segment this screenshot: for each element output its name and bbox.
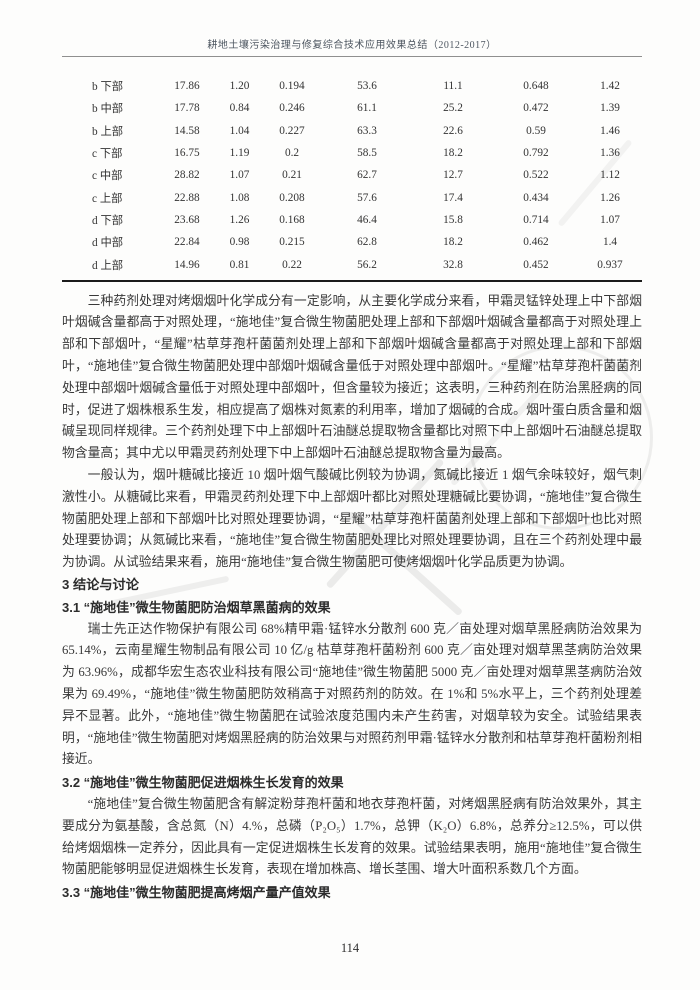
table-cell: 0.452 xyxy=(523,258,549,271)
table-cell: 0.215 xyxy=(279,236,305,249)
table-cell: 0.81 xyxy=(229,258,250,271)
table-cell: 0.84 xyxy=(229,102,250,115)
body-text: 三种药剂处理对烤烟烟叶化学成分有一定影响，从主要化学成分来看，甲霜灵锰锌处理上中… xyxy=(62,291,642,904)
table-cell: 1.07 xyxy=(600,213,620,226)
table-cell: 22.88 xyxy=(174,191,200,204)
table-cell: 0.98 xyxy=(229,236,250,249)
table-cell: 14.96 xyxy=(174,258,200,271)
table-cell: 28.82 xyxy=(174,169,200,182)
table-cell: 1.39 xyxy=(600,102,620,115)
table-cell: 1.19 xyxy=(229,147,250,160)
table-row: b 上部 14.58 1.04 0.227 63.3 22.6 0.59 1.46 xyxy=(62,120,642,142)
table-cell: 0.522 xyxy=(523,169,549,182)
table-cell: 1.04 xyxy=(229,124,250,137)
table-cell: 61.1 xyxy=(357,102,377,115)
table-cell: 1.20 xyxy=(229,80,250,93)
data-table: b 下部 17.86 1.20 0.194 53.6 11.1 0.648 1.42 b 中部 1… xyxy=(62,75,642,282)
table-cell: 62.8 xyxy=(357,236,377,249)
table-cell-label: d 中部 xyxy=(92,237,124,250)
table-row: b 中部 17.78 0.84 0.246 61.1 25.2 0.472 1.39 xyxy=(62,97,642,119)
table-cell: 58.5 xyxy=(357,147,377,160)
table-cell: 0.227 xyxy=(279,124,305,137)
table-cell: 0.792 xyxy=(523,147,549,160)
table-cell: 12.7 xyxy=(443,169,463,182)
table-cell: 17.86 xyxy=(174,80,200,93)
table-cell-label: c 中部 xyxy=(92,170,123,183)
table-cell: 22.84 xyxy=(174,236,200,249)
table-cell: 1.12 xyxy=(600,169,620,182)
table-cell: 57.6 xyxy=(357,191,377,204)
table-cell: 0.648 xyxy=(523,80,549,93)
table-cell: 56.2 xyxy=(357,258,377,271)
table-cell: 16.75 xyxy=(174,147,200,160)
table-cell: 0.434 xyxy=(523,191,549,204)
table-body: b 下部 17.86 1.20 0.194 53.6 11.1 0.648 1.42 b 中部 1… xyxy=(62,75,642,276)
table-cell: 62.7 xyxy=(357,169,377,182)
table-cell: 1.08 xyxy=(229,191,250,204)
table-cell: 0.2 xyxy=(284,147,300,160)
table-cell: 0.59 xyxy=(526,124,546,137)
table-cell: 15.8 xyxy=(443,213,463,226)
table-cell: 0.21 xyxy=(282,169,302,182)
table-cell: 0.937 xyxy=(597,258,623,271)
table-cell: 63.3 xyxy=(357,124,377,137)
section-heading: 3 结论与讨论 xyxy=(62,577,139,593)
table-cell: 25.2 xyxy=(443,102,463,115)
table-cell: 0.246 xyxy=(279,102,305,115)
paragraph: 瑞士先正达作物保护有限公司 68%精甲霜·锰锌水分散剂 600 克／亩处理对烟草… xyxy=(62,621,642,767)
table-row: d 中部 22.84 0.98 0.215 62.8 18.2 0.462 1.4 xyxy=(62,231,642,253)
table-row: b 下部 17.86 1.20 0.194 53.6 11.1 0.648 1.42 xyxy=(62,75,642,97)
table-cell: 22.6 xyxy=(443,124,463,137)
table-cell: 0.194 xyxy=(279,80,305,93)
table-cell: 1.4 xyxy=(602,236,618,249)
table-cell: 53.6 xyxy=(357,80,377,93)
sub-heading-3-2: 3.2 “施地佳”微生物菌肥促进烟株生长发育的效果 xyxy=(62,775,344,791)
table-cell: 0.472 xyxy=(523,102,549,115)
table-cell: 14.58 xyxy=(174,124,200,137)
table-cell: 18.2 xyxy=(443,147,463,160)
table-row: c 下部 16.75 1.19 0.2 58.5 18.2 0.792 1.36 xyxy=(62,142,642,164)
table-cell: 46.4 xyxy=(357,213,377,226)
table-cell: 17.78 xyxy=(174,102,200,115)
table-cell: 11.1 xyxy=(443,80,463,93)
table-cell-label: d 下部 xyxy=(92,214,124,227)
paragraph: 一般认为，烟叶糖碱比接近 10 烟叶烟气酸碱比例较为协调，氮碱比接近 1 烟气余… xyxy=(62,468,642,570)
table-cell: 0.462 xyxy=(523,236,549,249)
table-cell: 1.42 xyxy=(600,80,620,93)
paragraph: 三种药剂处理对烤烟烟叶化学成分有一定影响，从主要化学成分来看，甲霜灵锰锌处理上中… xyxy=(62,293,642,461)
table-cell: 1.26 xyxy=(600,191,620,204)
sub-heading-3-1: 3.1 “施地佳”微生物菌肥防治烟草黑菌病的效果 xyxy=(62,599,331,615)
table-cell: 23.68 xyxy=(174,213,200,226)
page-number: 114 xyxy=(340,941,360,955)
table-cell-label: b 中部 xyxy=(92,103,124,116)
table-cell: 1.07 xyxy=(229,169,250,182)
table-cell: 0.22 xyxy=(282,258,302,271)
table-cell: 0.168 xyxy=(279,213,305,226)
table-cell-label: b 上部 xyxy=(92,125,124,138)
table-cell: 18.2 xyxy=(443,236,463,249)
table-cell: 1.46 xyxy=(600,124,620,137)
table-row: d 下部 23.68 1.26 0.168 46.4 15.8 0.714 1.07 xyxy=(62,209,642,231)
running-header-title: 耕地土壤污染治理与修复综合技术应用效果总结（2012-2017） xyxy=(62,36,642,57)
table-cell-label: c 上部 xyxy=(92,192,123,205)
table-row: c 中部 28.82 1.07 0.21 62.7 12.7 0.522 1.12 xyxy=(62,164,642,186)
table-cell: 1.36 xyxy=(600,147,620,160)
table-cell-label: d 上部 xyxy=(92,259,124,272)
table-row: c 上部 22.88 1.08 0.208 57.6 17.4 0.434 1.26 xyxy=(62,186,642,208)
table-cell: 17.4 xyxy=(443,191,463,204)
sub-heading-3-3: 3.3 “施地佳”微生物菌肥提高烤烟产量产值效果 xyxy=(62,885,331,901)
table-cell-label: c 下部 xyxy=(92,148,123,161)
table-cell: 0.208 xyxy=(279,191,305,204)
table-cell: 0.714 xyxy=(523,213,549,226)
table-cell: 1.26 xyxy=(229,213,250,226)
table-row: d 上部 14.96 0.81 0.22 56.2 32.8 0.452 0.937 xyxy=(62,253,642,275)
table-cell: 32.8 xyxy=(443,258,463,271)
paragraph: “施地佳”复合微生物菌肥含有解淀粉芽孢杆菌和地衣芽孢杆菌，对烤烟黑胫病有防治效果… xyxy=(62,797,642,877)
table-cell-label: b 下部 xyxy=(92,81,124,94)
